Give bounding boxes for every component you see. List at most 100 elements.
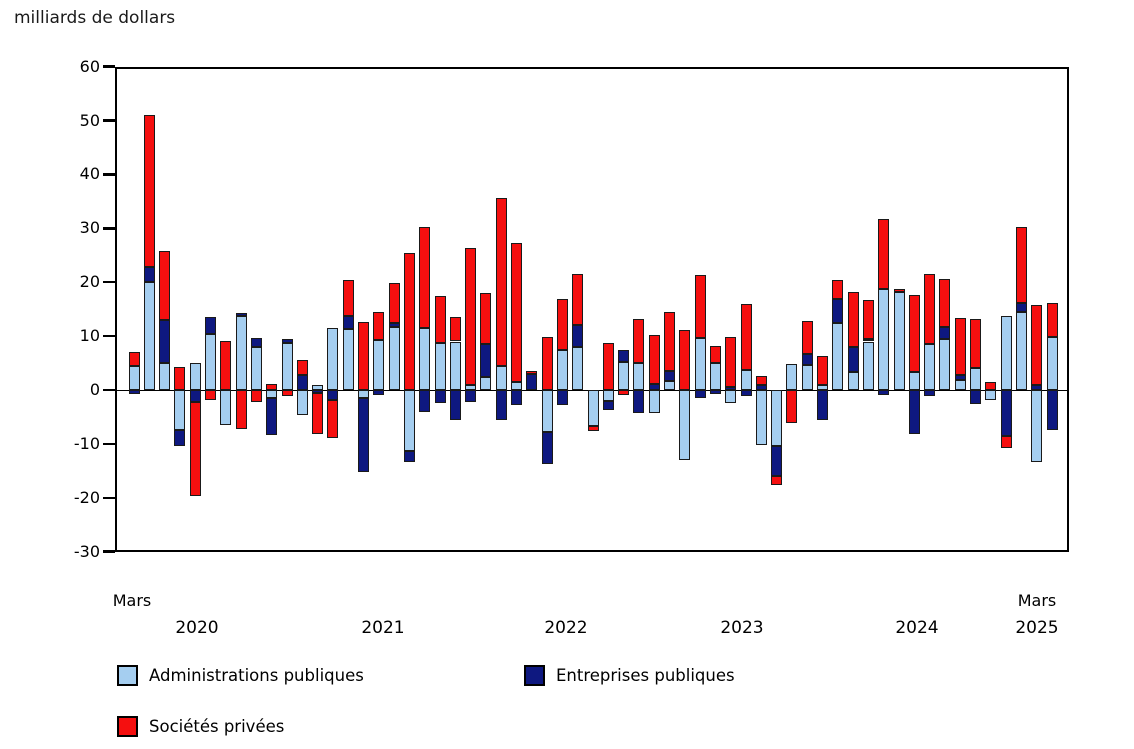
bar-segment-admin-2022-08 [572,346,584,390]
bar-segment-entreprises-2020-04 [143,267,155,283]
bar-segment-admin-2024-11 [985,390,997,401]
x-label-mars-right: Mars [1017,591,1057,610]
bar-segment-societes-2022-04 [511,242,522,382]
y-axis-tick [103,119,115,122]
bar-segment-societes-2023-09 [771,475,783,486]
bar-segment-admin-2024-05 [893,292,905,390]
legend-swatch-administrations [117,665,138,686]
bar-segment-admin-2025-03 [1046,336,1058,390]
bar-segment-admin-2024-08 [939,339,951,390]
plot-area [115,67,1069,552]
bar-segment-societes-2023-04 [694,274,706,339]
bar-segment-admin-2023-02 [664,380,675,390]
bar-segment-societes-2021-12 [449,316,461,342]
bar-segment-entreprises-2022-04 [511,390,522,406]
y-tick-label: 30 [79,218,100,238]
bar-segment-societes-2021-04 [327,400,339,439]
bar-segment-entreprises-2021-09 [403,451,415,462]
x-label-2025: 2025 [1015,618,1059,638]
bar-segment-admin-2023-10 [786,364,798,390]
bar-segment-entreprises-2023-09 [771,445,783,476]
bar-segment-admin-2022-03 [495,365,507,390]
bar-segment-societes-2020-04 [143,115,155,268]
bar-segment-admin-2023-05 [709,363,721,390]
bar-segment-societes-2024-04 [878,218,890,289]
bar-segment-entreprises-2020-10 [235,312,247,316]
bar-segment-societes-2025-01 [1015,227,1027,303]
bar-segment-societes-2021-01 [281,390,293,397]
bar-segment-entreprises-2023-04 [694,390,706,399]
bar-segment-entreprises-2020-03 [128,390,140,394]
bar-segment-admin-2024-10 [970,367,981,390]
bar-segment-societes-2025-03 [1046,303,1058,337]
bar-segment-entreprises-2021-12 [449,390,461,420]
bar-segment-entreprises-2021-07 [373,390,385,395]
y-tick-label: -30 [73,541,100,561]
bar-segment-societes-2023-05 [709,346,721,364]
bar-segment-societes-2025-02 [1031,304,1043,386]
bar-segment-societes-2024-09 [954,318,966,376]
y-tick-label: -10 [73,433,100,453]
bar-segment-entreprises-2024-07 [924,390,936,397]
bar-segment-societes-2020-11 [250,390,262,403]
bar-segment-admin-2022-11 [618,361,630,390]
bar-segment-societes-2021-07 [373,312,385,341]
bar-segment-entreprises-2022-06 [541,432,553,465]
bar-segment-admin-2024-04 [878,288,890,390]
y-axis-tick [103,388,115,392]
bar-segment-societes-2022-10 [602,342,614,390]
bar-segment-entreprises-2023-06 [725,387,737,390]
bar-segment-admin-2023-04 [694,338,706,390]
bar-segment-entreprises-2025-01 [1015,302,1027,312]
y-tick-label: 50 [79,110,100,130]
bar-segment-admin-2023-07 [740,369,752,390]
bar-segment-admin-2021-05 [342,329,354,390]
bar-segment-societes-2021-10 [419,226,431,328]
y-axis-tick [103,442,115,446]
bar-segment-admin-2021-11 [434,342,446,390]
bar-segment-admin-2022-07 [556,349,568,390]
bar-segment-societes-2024-06 [908,295,920,372]
bar-segment-admin-2025-01 [1015,311,1027,390]
bar-segment-admin-2020-07 [189,363,201,390]
bar-segment-admin-2023-03 [679,390,691,461]
bar-segment-societes-2023-07 [740,304,752,370]
bar-segment-societes-2022-08 [572,274,584,326]
bar-segment-admin-2023-01 [648,390,660,414]
x-label-mars-left: Mars [112,591,152,610]
x-label-2022: 2022 [544,618,588,638]
bar-segment-admin-2021-12 [449,341,461,390]
bar-segment-societes-2024-08 [939,278,951,328]
bar-segment-societes-2021-11 [434,296,446,343]
bar-segment-entreprises-2024-04 [878,390,890,395]
bar-segment-entreprises-2021-02 [296,374,308,390]
legend-swatch-societes [117,716,138,737]
bar-segment-admin-2021-01 [281,343,293,390]
bar-segment-entreprises-2024-03 [862,338,874,342]
bar-segment-admin-2021-08 [388,327,400,390]
legend-label-societes: Sociétés privées [149,717,285,736]
bar-segment-admin-2023-09 [771,390,783,446]
bar-segment-admin-2023-06 [725,390,737,404]
bar-segment-societes-2020-09 [220,340,232,390]
bar-segment-admin-2023-08 [755,390,767,445]
bar-segment-societes-2022-06 [541,337,553,390]
bar-segment-entreprises-2021-03 [312,390,324,394]
bar-segment-societes-2021-06 [358,321,369,390]
bar-segment-entreprises-2022-02 [480,344,492,377]
bar-segment-entreprises-2020-06 [174,429,186,447]
bar-segment-admin-2021-02 [296,390,308,415]
bar-segment-entreprises-2021-05 [342,315,354,330]
bar-segment-societes-2024-11 [985,382,997,390]
y-tick-label: 40 [79,164,100,184]
y-axis-tick [103,65,115,68]
bar-segment-societes-2020-08 [205,390,216,400]
bar-segment-societes-2023-03 [679,330,691,390]
chart-title: milliards de dollars [14,8,176,28]
bar-segment-entreprises-2024-01 [832,299,844,323]
x-label-2024: 2024 [895,618,939,638]
bar-segment-admin-2020-10 [235,315,247,390]
bar-segment-admin-2024-01 [832,322,844,390]
bar-segment-societes-2021-03 [312,393,324,434]
